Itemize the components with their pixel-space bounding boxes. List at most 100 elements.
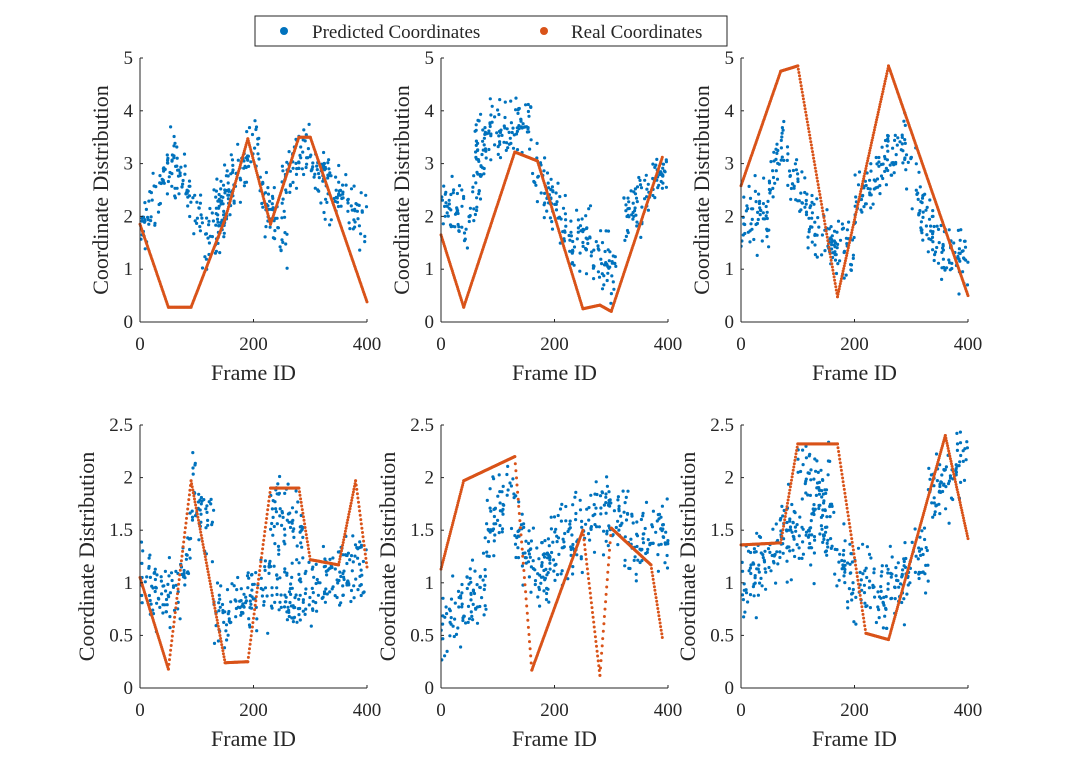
x-tick-label: 200 [540,334,569,355]
predicted-point [588,236,592,240]
predicted-point [844,273,848,277]
predicted-point [600,262,604,266]
predicted-point [521,122,525,126]
real-point [818,193,822,196]
predicted-point [580,525,584,529]
real-point [173,611,177,615]
predicted-point [352,184,356,188]
predicted-point [474,607,478,611]
predicted-point [488,124,492,129]
predicted-point [188,547,192,552]
predicted-point [886,571,890,575]
predicted-point [810,533,814,537]
predicted-point [806,535,811,539]
real-point [858,195,862,199]
predicted-point [459,645,463,649]
predicted-point [464,621,468,625]
real-point [592,620,596,624]
predicted-point [150,198,154,202]
real-point [869,143,873,147]
predicted-point [764,587,768,591]
real-point [194,506,198,510]
predicted-point [169,125,173,129]
predicted-point [622,196,626,200]
predicted-point [626,489,630,493]
predicted-point [664,185,669,189]
real-point [868,149,872,152]
real-point [347,512,351,516]
predicted-point [321,544,325,549]
predicted-point [819,524,824,528]
predicted-point [742,222,746,226]
predicted-point [742,588,746,592]
predicted-point [623,501,627,505]
predicted-point [552,515,557,519]
predicted-point [280,164,284,168]
predicted-point [809,563,813,567]
predicted-point [563,193,567,198]
predicted-point [879,574,883,578]
real-point [524,597,528,601]
predicted-point [581,240,585,245]
predicted-point [807,216,811,220]
predicted-point [158,174,162,178]
predicted-point [774,157,778,161]
predicted-point [156,210,161,214]
real-point [197,521,201,525]
predicted-point [182,152,187,156]
predicted-point [776,538,780,543]
predicted-point [165,153,169,157]
real-point [254,595,258,599]
real-point [782,524,786,528]
x-axis-label: Frame ID [512,360,597,385]
predicted-point [638,178,642,182]
predicted-point [158,181,162,185]
predicted-point [295,620,299,624]
predicted-point [193,219,197,223]
real-point [656,607,660,610]
predicted-point [256,142,260,146]
predicted-point [255,629,259,633]
predicted-point [900,600,904,605]
predicted-point [805,192,809,196]
x-tick-label: 200 [840,334,869,355]
predicted-point [235,588,239,592]
predicted-point [477,192,481,196]
legend-predicted-marker [280,27,288,35]
predicted-point [651,509,656,513]
x-tick-label: 0 [436,700,446,721]
predicted-point [302,128,306,132]
predicted-point [140,601,144,605]
predicted-point [329,218,333,222]
real-point [584,557,588,561]
predicted-point [761,202,766,206]
real-point [875,115,879,119]
predicted-point [469,610,473,614]
predicted-point [301,150,305,154]
predicted-point [772,150,776,154]
predicted-point [850,238,855,242]
real-point [596,654,600,658]
real-point [810,146,814,150]
predicted-point [613,255,617,259]
real-point [191,488,195,492]
real-point [212,603,216,607]
predicted-point [789,186,794,191]
predicted-point [290,506,295,510]
predicted-point [966,260,970,264]
real-point [796,64,800,68]
predicted-point [358,574,362,579]
predicted-point [363,234,367,238]
predicted-point [546,537,551,541]
predicted-point [204,507,208,511]
real-point [520,547,524,551]
predicted-point [741,593,745,597]
predicted-point [816,216,820,220]
predicted-point [877,616,881,620]
real-point [843,259,847,263]
predicted-point [304,133,308,137]
predicted-point [884,564,889,568]
predicted-point [340,196,344,201]
real-point [263,525,267,529]
predicted-point [656,553,660,557]
